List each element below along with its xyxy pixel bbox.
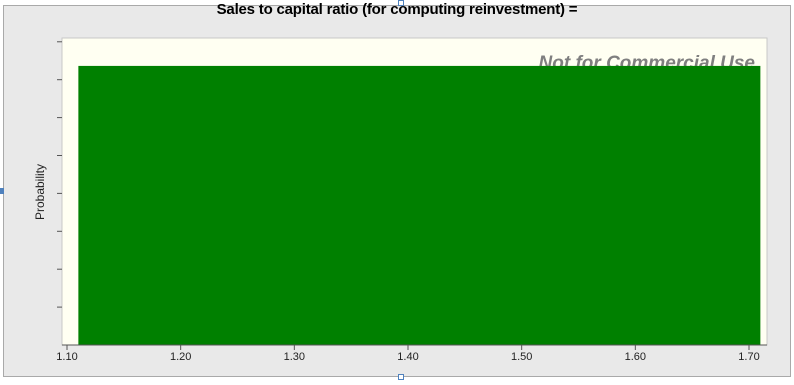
- bar-0: [78, 65, 761, 345]
- bars-group: [78, 65, 761, 345]
- x-ticks-group: 1.10 1.20 1.30 1.40 1.50 1.60 1.70: [56, 345, 760, 363]
- x-tick-label: 1.40: [397, 351, 418, 363]
- x-tick-label: 1.20: [170, 351, 191, 363]
- x-tick-label: 1.50: [511, 351, 532, 363]
- y-ticks-group: [57, 41, 62, 308]
- left-resize-handle[interactable]: [0, 188, 4, 194]
- bottom-resize-handle[interactable]: [398, 374, 404, 380]
- x-tick-label: 1.60: [625, 351, 646, 363]
- y-axis-label: Probability: [33, 164, 47, 220]
- x-tick-label: 1.30: [284, 351, 305, 363]
- x-tick-label: 1.10: [56, 351, 77, 363]
- chart-title: Sales to capital ratio (for computing re…: [216, 1, 578, 18]
- top-resize-handle[interactable]: [398, 0, 404, 6]
- x-tick-label: 1.70: [738, 351, 759, 363]
